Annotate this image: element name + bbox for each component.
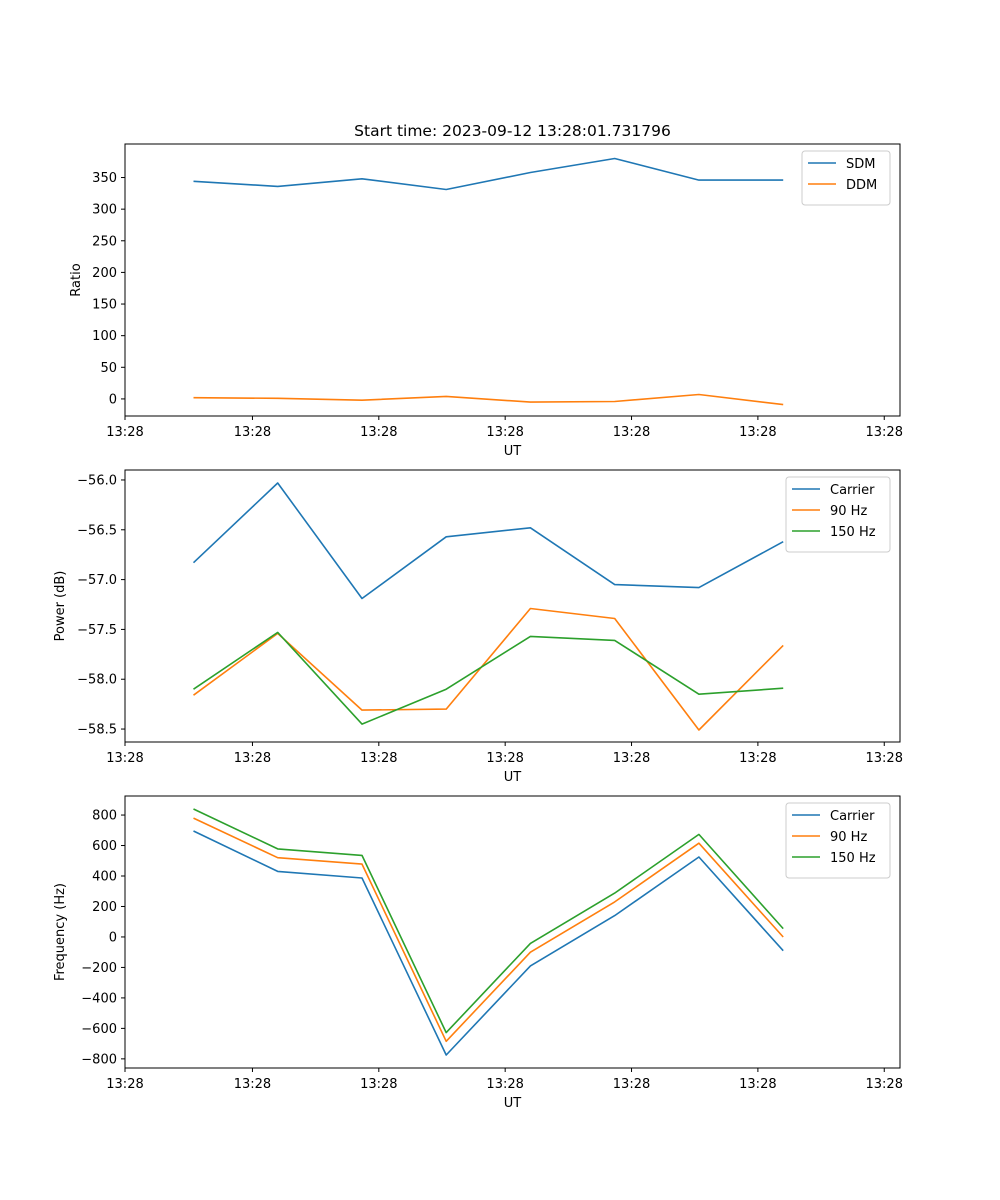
- plot-frame: [124, 469, 901, 743]
- y-tick-label: −600: [81, 1022, 117, 1037]
- x-tick-label: 13:28: [866, 425, 903, 440]
- series-line-2-2: [193, 607, 784, 731]
- series-line-2-3: [193, 631, 784, 725]
- legend-label: SDM: [846, 157, 875, 172]
- x-tick-label: 13:28: [106, 751, 143, 766]
- y-tick-label: 600: [92, 839, 117, 854]
- y-tick-label: −56.0: [77, 473, 117, 488]
- y-axis-label: Power (dB): [53, 571, 68, 642]
- y-tick-label: −58.5: [77, 723, 117, 738]
- y-tick-label: 200: [92, 266, 117, 281]
- x-tick-label: 13:28: [234, 751, 271, 766]
- x-tick-label: 13:28: [613, 425, 650, 440]
- series-line-3-3: [193, 808, 784, 1034]
- x-tick-label: 13:28: [739, 425, 776, 440]
- x-tick-label: 13:28: [739, 751, 776, 766]
- x-tick-label: 13:28: [866, 751, 903, 766]
- y-tick-label: 300: [92, 203, 117, 218]
- y-axis-label: Frequency (Hz): [53, 883, 68, 981]
- panel-2: 13:28 13:28 13:28 13:28 13:28 13:28 13:28 −58.5…: [53, 469, 903, 785]
- y-tick-label: 800: [92, 809, 117, 824]
- x-axis-label: UT: [504, 1096, 522, 1111]
- chart-panels: 13:28 13:28 13:28 13:28 13:28 13:28 13:28 0 50 10…: [53, 143, 903, 1111]
- x-tick-label: 13:28: [234, 1077, 271, 1092]
- y-tick-label: 350: [92, 171, 117, 186]
- series-line-3-1: [193, 830, 784, 1056]
- series-line-1-2: [193, 393, 784, 406]
- y-tick-label: −56.5: [77, 523, 117, 538]
- x-tick-label: 13:28: [106, 425, 143, 440]
- x-axis-label: UT: [504, 444, 522, 459]
- legend-label: Carrier: [830, 483, 875, 498]
- series-line-1-1: [193, 157, 784, 191]
- y-tick-label: −400: [81, 991, 117, 1006]
- x-tick-label: 13:28: [106, 1077, 143, 1092]
- x-tick-label: 13:28: [486, 1077, 523, 1092]
- y-tick-label: −800: [81, 1052, 117, 1067]
- y-tick-label: 250: [92, 234, 117, 249]
- x-tick-label: 13:28: [360, 425, 397, 440]
- legend-label: 150 Hz: [830, 851, 876, 866]
- x-tick-label: 13:28: [486, 751, 523, 766]
- x-tick-label: 13:28: [360, 751, 397, 766]
- y-tick-label: 0: [109, 930, 117, 945]
- y-tick-label: 200: [92, 900, 117, 915]
- legend-label: 90 Hz: [830, 830, 867, 845]
- x-tick-label: 13:28: [613, 1077, 650, 1092]
- x-tick-label: 13:28: [613, 751, 650, 766]
- y-tick-label: 400: [92, 870, 117, 885]
- legend-label: 90 Hz: [830, 504, 867, 519]
- legend-label: DDM: [846, 178, 877, 193]
- y-tick-label: 50: [100, 361, 117, 376]
- y-tick-label: −200: [81, 961, 117, 976]
- legend: Carrier 90 Hz 150 Hz: [785, 802, 891, 879]
- y-tick-label: 0: [109, 392, 117, 407]
- x-tick-label: 13:28: [739, 1077, 776, 1092]
- y-tick-label: 100: [92, 329, 117, 344]
- series-line-2-1: [192, 482, 784, 600]
- y-axis-label: Ratio: [69, 263, 84, 296]
- panel-3: 13:28 13:28 13:28 13:28 13:28 13:28 13:28 −800 −…: [53, 795, 903, 1111]
- legend-box: [785, 476, 891, 553]
- plot-frame: [124, 795, 901, 1069]
- legend: Carrier 90 Hz 150 Hz: [785, 476, 891, 553]
- x-axis-label: UT: [504, 770, 522, 785]
- series-line-3-2: [193, 817, 784, 1043]
- legend-box: [801, 150, 891, 206]
- legend-box: [785, 802, 891, 879]
- x-tick-label: 13:28: [360, 1077, 397, 1092]
- y-tick-label: 150: [92, 298, 117, 313]
- y-tick-label: −57.0: [77, 573, 117, 588]
- plot-frame: [124, 143, 901, 417]
- legend-label: 150 Hz: [830, 525, 876, 540]
- legend-label: Carrier: [830, 809, 875, 824]
- chart-title: Start time: 2023-09-12 13:28:01.731796: [354, 122, 671, 140]
- x-tick-label: 13:28: [234, 425, 271, 440]
- x-tick-label: 13:28: [486, 425, 523, 440]
- panel-1: 13:28 13:28 13:28 13:28 13:28 13:28 13:28 0 50 10…: [69, 143, 903, 459]
- y-tick-label: −57.5: [77, 623, 117, 638]
- legend: SDM DDM: [801, 150, 891, 206]
- y-tick-label: −58.0: [77, 673, 117, 688]
- x-tick-label: 13:28: [866, 1077, 903, 1092]
